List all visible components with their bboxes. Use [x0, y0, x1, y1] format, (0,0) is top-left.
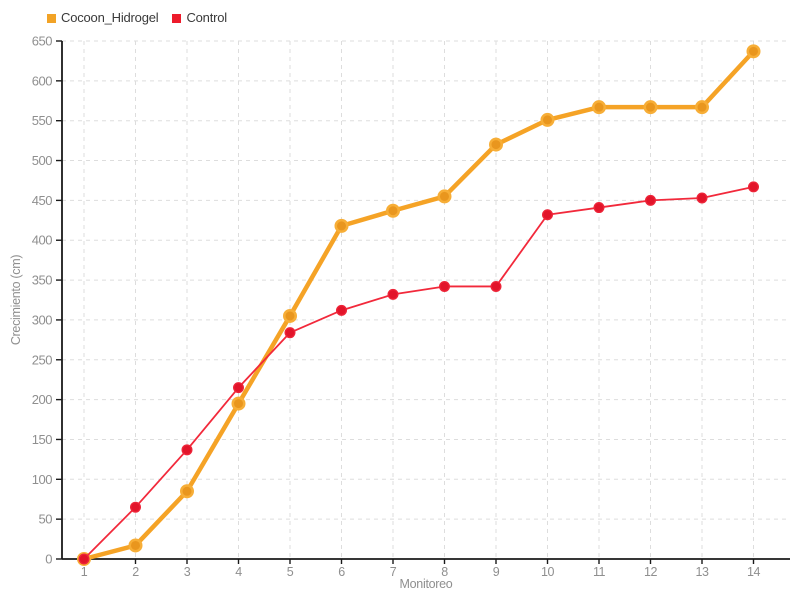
data-point-cocoon-hidrogel-2[interactable]: [128, 538, 143, 553]
data-point-control-12[interactable]: [645, 194, 657, 206]
legend-label-control: Control: [186, 10, 227, 25]
x-tick-label: 13: [696, 565, 709, 579]
y-axis-title: Crecimiento (cm): [9, 255, 23, 345]
y-tick-label: 150: [32, 432, 52, 447]
data-point-control-8[interactable]: [439, 280, 451, 292]
legend-label-cocoon-hidrogel: Cocoon_Hidrogel: [61, 10, 159, 25]
x-tick-label: 7: [390, 565, 397, 579]
chart-legend: Cocoon_Hidrogel Control: [47, 10, 227, 25]
data-point-control-10[interactable]: [542, 209, 554, 221]
data-point-cocoon-hidrogel-4[interactable]: [231, 396, 246, 411]
data-point-cocoon-hidrogel-10[interactable]: [540, 112, 555, 127]
data-point-control-5[interactable]: [284, 327, 296, 339]
y-tick-label: 650: [32, 34, 52, 49]
data-point-cocoon-hidrogel-5[interactable]: [283, 308, 297, 323]
data-point-cocoon-hidrogel-12[interactable]: [643, 100, 658, 115]
data-point-control-9[interactable]: [490, 280, 502, 292]
y-tick-label: 600: [32, 73, 52, 88]
x-tick-label: 12: [644, 565, 657, 579]
legend-item-control[interactable]: Control: [172, 10, 227, 25]
y-tick-label: 0: [45, 552, 52, 567]
series-control: [78, 181, 760, 565]
x-tick-label: 1: [81, 565, 88, 579]
data-point-cocoon-hidrogel-9[interactable]: [489, 137, 503, 152]
x-tick-label: 9: [493, 565, 500, 579]
y-tick-label: 300: [32, 312, 52, 327]
x-tick-label: 14: [747, 565, 760, 579]
data-point-control-2[interactable]: [129, 501, 141, 513]
x-tick-label: 11: [593, 565, 606, 579]
x-tick-label: 6: [338, 565, 345, 579]
y-tick-label: 450: [32, 193, 52, 208]
data-point-cocoon-hidrogel-11[interactable]: [592, 100, 606, 115]
data-point-control-4[interactable]: [232, 382, 244, 394]
data-point-control-3[interactable]: [181, 444, 193, 456]
x-tick-label: 3: [184, 565, 191, 579]
x-tick-label: 8: [441, 565, 448, 579]
data-point-control-13[interactable]: [696, 192, 708, 204]
y-tick-label: 550: [32, 113, 52, 128]
data-point-cocoon-hidrogel-6[interactable]: [334, 218, 349, 233]
x-tick-label: 10: [541, 565, 554, 579]
y-tick-label: 350: [32, 273, 52, 288]
data-point-control-7[interactable]: [387, 288, 399, 300]
x-tick-label: 2: [132, 565, 139, 579]
y-tick-label: 50: [39, 512, 53, 527]
y-tick-label: 400: [32, 233, 52, 248]
x-tick-label: 4: [235, 565, 242, 579]
series-line-cocoon-hidrogel: [81, 49, 756, 562]
data-point-cocoon-hidrogel-3[interactable]: [180, 484, 194, 499]
y-tick-label: 500: [32, 153, 52, 168]
data-point-cocoon-hidrogel-7[interactable]: [386, 203, 400, 218]
data-point-cocoon-hidrogel-14[interactable]: [746, 44, 761, 59]
series-cocoon-hidrogel: [77, 44, 761, 566]
data-point-cocoon-hidrogel-8[interactable]: [437, 189, 452, 204]
legend-item-cocoon-hidrogel[interactable]: Cocoon_Hidrogel: [47, 10, 159, 25]
x-tick-label: 5: [287, 565, 294, 579]
x-axis-title: Monitoreo: [400, 577, 453, 591]
cocoon-hidrogel-swatch-icon: [47, 13, 56, 23]
y-tick-label: 250: [32, 352, 52, 367]
data-point-control-14[interactable]: [748, 181, 760, 193]
data-point-cocoon-hidrogel-13[interactable]: [695, 100, 709, 115]
data-point-control-11[interactable]: [593, 202, 605, 214]
control-swatch-icon: [172, 13, 182, 23]
y-tick-label: 200: [32, 392, 52, 407]
gridlines: [62, 40, 790, 559]
series-line-control: [83, 185, 755, 560]
data-point-control-1[interactable]: [78, 553, 90, 565]
axes: 0 50 100 150 200 250 300 350 400 450 500 550 600 650 1…: [9, 34, 790, 591]
data-point-control-6[interactable]: [336, 304, 348, 316]
y-tick-label: 100: [32, 472, 52, 487]
